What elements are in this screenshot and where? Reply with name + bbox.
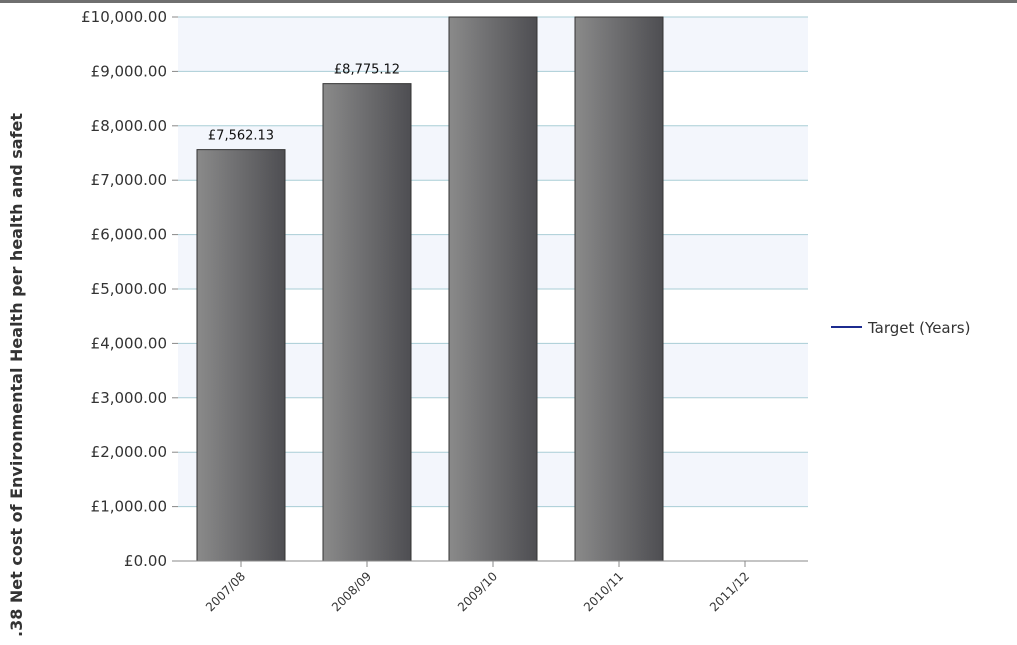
y-tick-label: £1,000.00: [91, 498, 167, 516]
y-tick-label: £4,000.00: [91, 334, 167, 352]
x-axis-ticks: [240, 561, 746, 567]
bar-2009-10[interactable]: [448, 16, 538, 562]
y-tick-label: £5,000.00: [91, 280, 167, 298]
bar-2008-09[interactable]: [322, 83, 412, 562]
data-labels: £7,562.13 £8,775.12: [208, 63, 400, 144]
bar-2007-08[interactable]: [196, 149, 286, 562]
y-tick-label: £7,000.00: [91, 171, 167, 189]
y-tick-label: £2,000.00: [91, 443, 167, 461]
x-axis-labels: 2007/08 2008/09 2009/10 2010/11 2011/12: [203, 569, 752, 614]
y-axis-title: .38 Net cost of Environmental Health per…: [7, 113, 26, 637]
y-axis-ticks: [172, 16, 178, 562]
legend[interactable]: Target (Years): [831, 319, 970, 337]
bars: [196, 16, 664, 562]
y-tick-label: £10,000.00: [81, 8, 167, 26]
y-tick-label: £8,000.00: [91, 117, 167, 135]
data-label: £8,775.12: [334, 63, 400, 78]
y-tick-label: £9,000.00: [91, 62, 167, 80]
x-tick-label: 2009/10: [455, 569, 500, 614]
top-border: [0, 0, 1017, 3]
bar-2010-11[interactable]: [574, 16, 664, 562]
data-label: £7,562.13: [208, 129, 274, 144]
x-tick-label: 2010/11: [581, 569, 626, 614]
x-tick-label: 2007/08: [203, 569, 248, 614]
x-tick-label: 2008/09: [329, 569, 374, 614]
y-tick-label: £3,000.00: [91, 389, 167, 407]
x-tick-label: 2011/12: [707, 569, 752, 614]
y-axis-labels: £0.00 £1,000.00 £2,000.00 £3,000.00 £4,000.0…: [81, 8, 167, 570]
y-tick-label: £0.00: [124, 552, 167, 570]
y-tick-label: £6,000.00: [91, 226, 167, 244]
legend-label-target: Target (Years): [867, 319, 970, 337]
